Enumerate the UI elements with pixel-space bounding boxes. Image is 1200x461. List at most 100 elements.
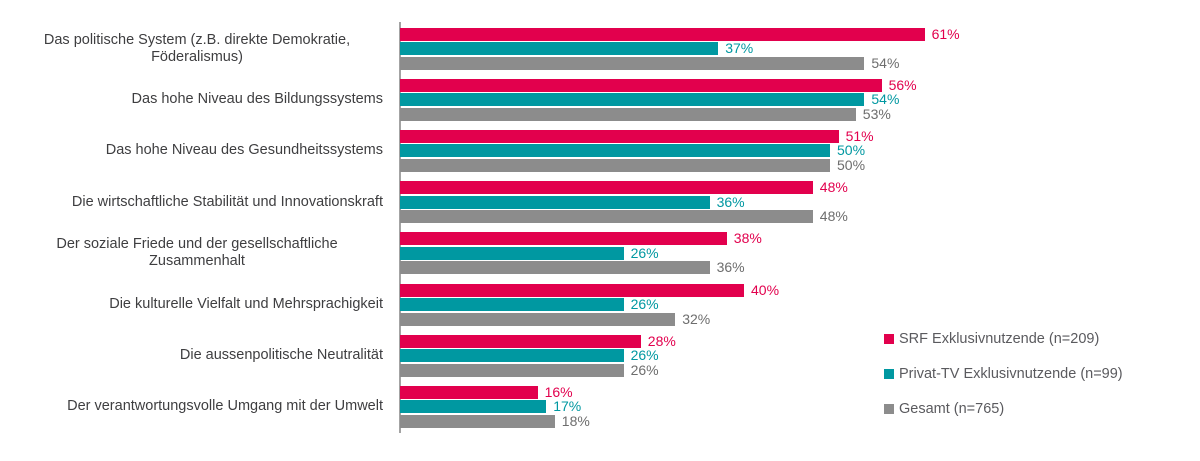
value-label-gesamt: 32% — [682, 310, 711, 327]
bar-line-privat-tv: 50% — [400, 142, 1200, 159]
category-label-cell: Die wirtschaftliche Stabilität und Innov… — [0, 194, 383, 211]
value-label-gesamt: 50% — [837, 156, 866, 173]
bar-privat-tv — [400, 298, 624, 312]
value-label-gesamt: 54% — [871, 54, 900, 71]
category-label: Die kulturelle Vielfalt und Mehrsprachig… — [109, 296, 383, 313]
value-label-privat-tv: 26% — [630, 244, 659, 261]
value-label-srf: 56% — [888, 76, 917, 93]
bar-group: 51% 50% 50% — [400, 125, 1200, 176]
legend-item-srf: SRF Exklusivnutzende (n=209) — [884, 331, 1123, 347]
bar-srf — [400, 283, 744, 297]
category-label-cell: Die kulturelle Vielfalt und Mehrsprachig… — [0, 296, 383, 313]
bar-group: 16% 17% 18% — [400, 381, 1200, 432]
legend-swatch-icon — [884, 369, 894, 379]
bar-line-srf: 40% — [400, 283, 1200, 297]
category-label-cell: Das politische System (z.B. direkte Demo… — [0, 32, 383, 66]
category-row: Das politische System (z.B. direkte Demo… — [0, 23, 1200, 74]
category-label: Die wirtschaftliche Stabilität und Innov… — [71, 193, 383, 210]
legend-label: Gesamt (n=765) — [899, 401, 1005, 417]
bar-srf — [400, 232, 727, 246]
bar-privat-tv — [400, 349, 624, 363]
bar-gesamt — [400, 210, 813, 224]
value-label-privat-tv: 50% — [837, 142, 866, 159]
bar-line-srf: 16% — [400, 383, 1200, 400]
bar-group: 61% 37% 54% — [400, 23, 1200, 74]
bar-line-gesamt: 50% — [400, 156, 1200, 173]
value-label-gesamt: 18% — [561, 412, 590, 429]
bar-gesamt — [400, 312, 676, 326]
bar-line-srf: 51% — [400, 127, 1200, 144]
bar-gesamt — [400, 56, 865, 70]
bar-line-privat-tv: 26% — [400, 347, 1200, 364]
category-row: Die wirtschaftliche Stabilität und Innov… — [0, 177, 1200, 228]
category-row: Die aussenpolitische Neutralität 28% 26% 26… — [0, 330, 1200, 381]
value-label-privat-tv: 17% — [553, 398, 582, 415]
bar-line-privat-tv: 54% — [400, 91, 1200, 108]
category-label-cell: Das hohe Niveau des Bildungssystems — [0, 91, 383, 108]
value-label-srf: 51% — [845, 127, 874, 144]
bar-line-privat-tv: 36% — [400, 193, 1200, 210]
bar-line-privat-tv: 37% — [400, 40, 1200, 57]
value-label-srf: 48% — [819, 179, 848, 196]
bar-line-gesamt: 32% — [400, 310, 1200, 327]
bar-line-privat-tv: 17% — [400, 398, 1200, 415]
category-row: Das hohe Niveau des Bildungssystems 56% 54… — [0, 74, 1200, 125]
bar-line-gesamt: 26% — [400, 361, 1200, 378]
bar-srf — [400, 181, 813, 195]
bar-line-gesamt: 36% — [400, 259, 1200, 276]
category-label-cell: Der verantwortungsvolle Umgang mit der U… — [0, 398, 383, 415]
bar-srf — [400, 385, 538, 399]
bar-line-srf: 61% — [400, 25, 1200, 42]
y-axis-line — [399, 22, 401, 433]
grouped-bar-chart: Das politische System (z.B. direkte Demo… — [0, 23, 1200, 433]
bar-line-gesamt: 54% — [400, 54, 1200, 71]
legend-swatch-icon — [884, 404, 894, 414]
bar-line-privat-tv: 26% — [400, 297, 1200, 312]
bar-line-gesamt: 18% — [400, 412, 1200, 429]
value-label-privat-tv: 26% — [630, 347, 659, 364]
legend-item-gesamt: Gesamt (n=765) — [884, 401, 1123, 417]
value-label-srf: 61% — [931, 25, 960, 42]
value-label-srf: 38% — [733, 230, 762, 247]
category-label: Der soziale Friede und der gesellschaftl… — [56, 236, 338, 270]
bar-line-privat-tv: 26% — [400, 244, 1200, 261]
category-row: Die kulturelle Vielfalt und Mehrsprachig… — [0, 279, 1200, 330]
legend-swatch-icon — [884, 334, 894, 344]
bar-line-srf: 28% — [400, 334, 1200, 348]
category-label-cell: Der soziale Friede und der gesellschaftl… — [0, 236, 383, 270]
value-label-privat-tv: 54% — [871, 91, 900, 108]
value-label-privat-tv: 36% — [716, 193, 745, 210]
bar-srf — [400, 334, 641, 348]
category-row: Der soziale Friede und der gesellschaftl… — [0, 228, 1200, 279]
bar-gesamt — [400, 158, 830, 172]
bar-gesamt — [400, 107, 856, 121]
legend-label: Privat-TV Exklusivnutzende (n=99) — [899, 366, 1123, 382]
value-label-gesamt: 53% — [862, 105, 891, 122]
value-label-gesamt: 36% — [716, 259, 745, 276]
value-label-srf: 16% — [544, 383, 573, 400]
bar-group: 28% 26% 26% — [400, 330, 1200, 381]
bar-privat-tv — [400, 93, 865, 107]
bar-privat-tv — [400, 144, 830, 158]
category-label: Das hohe Niveau des Gesundheitssystems — [105, 142, 383, 159]
legend-item-privat-tv: Privat-TV Exklusivnutzende (n=99) — [884, 366, 1123, 382]
category-row: Der verantwortungsvolle Umgang mit der U… — [0, 381, 1200, 432]
bar-srf — [400, 78, 882, 92]
bar-line-gesamt: 53% — [400, 105, 1200, 122]
bar-group: 56% 54% 53% — [400, 74, 1200, 125]
bar-line-srf: 56% — [400, 76, 1200, 93]
value-label-gesamt: 26% — [630, 361, 659, 378]
value-label-gesamt: 48% — [819, 208, 848, 225]
bar-group: 38% 26% 36% — [400, 228, 1200, 279]
bar-line-gesamt: 48% — [400, 208, 1200, 225]
bar-privat-tv — [400, 195, 710, 209]
bar-gesamt — [400, 414, 555, 428]
bar-gesamt — [400, 363, 624, 377]
category-label: Das politische System (z.B. direkte Demo… — [43, 31, 351, 65]
bar-privat-tv — [400, 400, 547, 414]
bar-srf — [400, 27, 925, 41]
bar-srf — [400, 129, 839, 143]
category-label-cell: Die aussenpolitische Neutralität — [0, 347, 383, 364]
value-label-privat-tv: 37% — [725, 40, 754, 57]
